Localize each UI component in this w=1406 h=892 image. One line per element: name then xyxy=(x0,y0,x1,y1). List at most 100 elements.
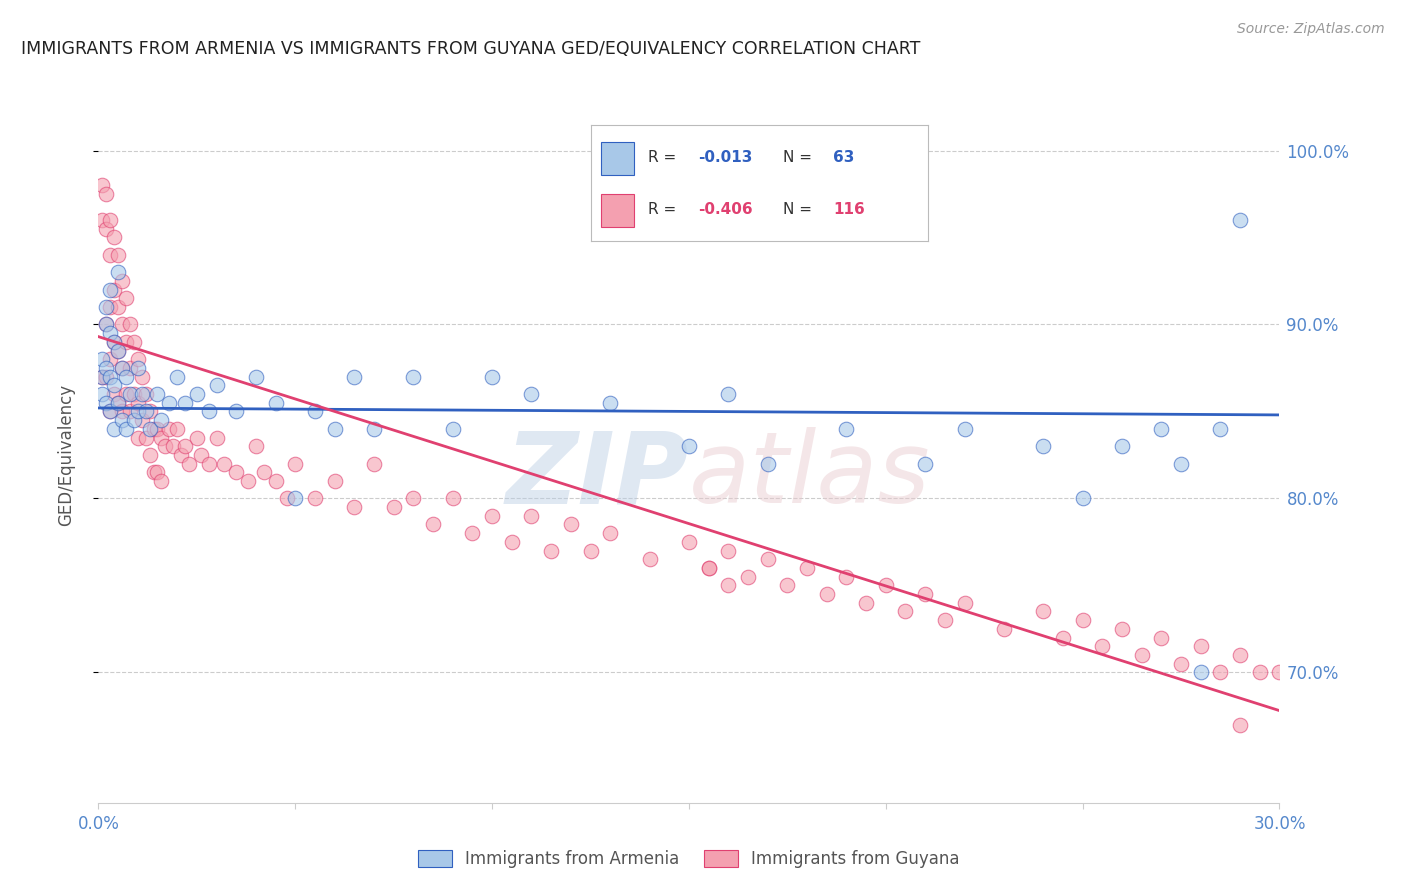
Point xyxy=(323,422,346,436)
Point xyxy=(103,422,125,436)
Point xyxy=(170,448,193,462)
Point xyxy=(107,343,129,358)
Point xyxy=(1229,213,1251,227)
Point xyxy=(98,300,121,314)
Point xyxy=(1032,605,1054,619)
Point xyxy=(118,387,141,401)
Point xyxy=(103,230,125,244)
Point xyxy=(98,404,121,418)
Point xyxy=(115,422,138,436)
Point xyxy=(205,378,228,392)
Text: -0.013: -0.013 xyxy=(699,150,752,165)
Point xyxy=(98,369,121,384)
Point xyxy=(599,526,621,541)
Point xyxy=(91,369,114,384)
Point xyxy=(1150,631,1173,645)
Point xyxy=(343,369,366,384)
Point xyxy=(103,387,125,401)
Point xyxy=(284,457,307,471)
Point xyxy=(441,422,464,436)
Point xyxy=(343,500,366,514)
Point xyxy=(96,221,118,235)
Point xyxy=(142,466,165,480)
Text: Source: ZipAtlas.com: Source: ZipAtlas.com xyxy=(1237,22,1385,37)
Point xyxy=(264,474,287,488)
Point xyxy=(835,569,858,583)
Point xyxy=(1229,717,1251,731)
Point xyxy=(304,404,326,418)
Point xyxy=(540,543,562,558)
Point xyxy=(103,283,125,297)
Point xyxy=(98,248,121,262)
Point xyxy=(166,422,188,436)
Point xyxy=(150,474,173,488)
Point xyxy=(91,369,114,384)
Point xyxy=(122,334,145,349)
Text: R =: R = xyxy=(648,202,681,217)
Point xyxy=(127,404,149,418)
Point xyxy=(91,352,114,367)
Point xyxy=(146,387,169,401)
Point xyxy=(135,404,157,418)
Point xyxy=(284,491,307,506)
Point xyxy=(520,508,543,523)
Point xyxy=(363,422,385,436)
Point xyxy=(98,326,121,340)
Text: 63: 63 xyxy=(834,150,855,165)
Point xyxy=(253,466,276,480)
Point xyxy=(103,334,125,349)
Point xyxy=(225,466,247,480)
Point xyxy=(91,387,114,401)
Point xyxy=(107,265,129,279)
Point xyxy=(111,360,134,375)
Point xyxy=(98,283,121,297)
Point xyxy=(107,300,129,314)
Point xyxy=(122,387,145,401)
Point xyxy=(190,448,212,462)
Point xyxy=(135,387,157,401)
Point xyxy=(1071,613,1094,627)
Point xyxy=(1111,439,1133,453)
Point xyxy=(96,395,118,409)
Point xyxy=(276,491,298,506)
Point xyxy=(1150,422,1173,436)
Point xyxy=(162,439,184,453)
Point xyxy=(953,596,976,610)
Point xyxy=(1170,457,1192,471)
Point xyxy=(796,561,818,575)
Point xyxy=(894,605,917,619)
Point xyxy=(91,178,114,193)
Point xyxy=(111,274,134,288)
Point xyxy=(579,543,602,558)
Text: 116: 116 xyxy=(834,202,865,217)
Point xyxy=(1071,491,1094,506)
Point xyxy=(245,439,267,453)
Point xyxy=(91,213,114,227)
Point xyxy=(245,369,267,384)
Point xyxy=(98,404,121,418)
Point xyxy=(1209,422,1232,436)
Point xyxy=(382,500,405,514)
Text: -0.406: -0.406 xyxy=(699,202,754,217)
Point xyxy=(638,552,661,566)
Point xyxy=(264,395,287,409)
Point xyxy=(678,439,700,453)
Point xyxy=(135,430,157,444)
Point xyxy=(461,526,484,541)
Text: R =: R = xyxy=(648,150,681,165)
Point xyxy=(111,318,134,332)
Point xyxy=(186,387,208,401)
Point xyxy=(142,422,165,436)
Point xyxy=(1032,439,1054,453)
Point xyxy=(363,457,385,471)
Text: IMMIGRANTS FROM ARMENIA VS IMMIGRANTS FROM GUYANA GED/EQUIVALENCY CORRELATION CH: IMMIGRANTS FROM ARMENIA VS IMMIGRANTS FR… xyxy=(21,40,921,58)
Text: N =: N = xyxy=(783,202,817,217)
Bar xyxy=(600,142,634,175)
Point xyxy=(323,474,346,488)
Point xyxy=(96,369,118,384)
Point xyxy=(96,360,118,375)
Point xyxy=(402,491,425,506)
Point xyxy=(166,369,188,384)
Point xyxy=(481,369,503,384)
Point xyxy=(756,552,779,566)
